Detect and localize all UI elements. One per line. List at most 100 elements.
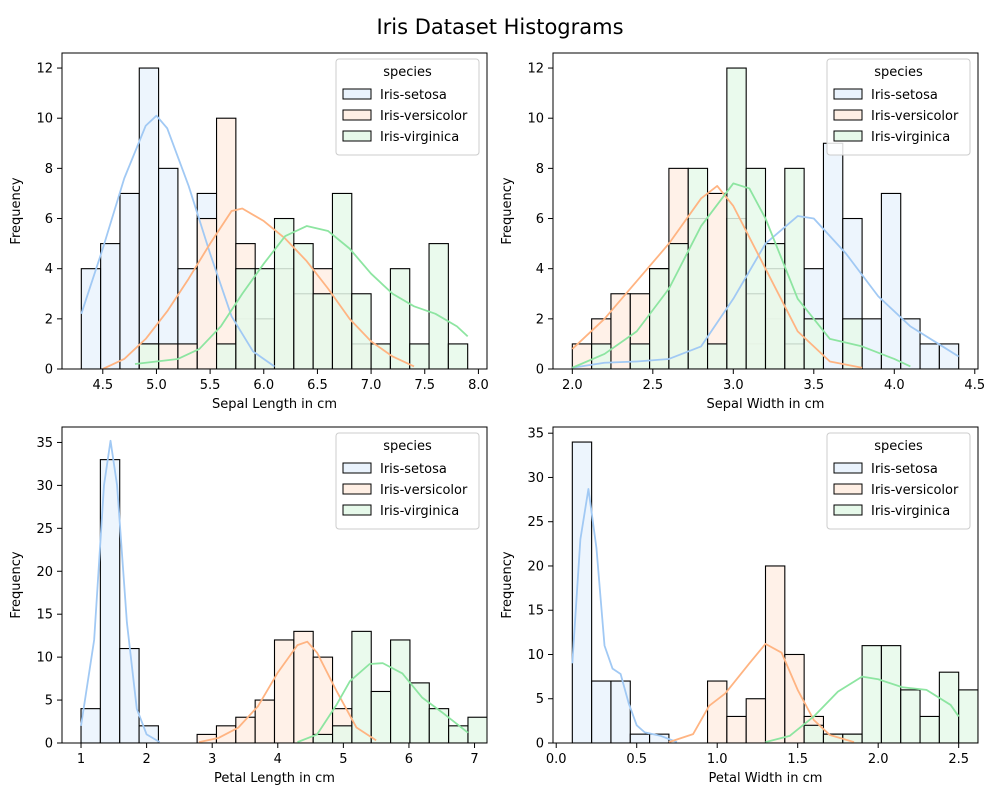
plot-area: [80, 67, 469, 369]
x-axis-label: Sepal Length in cm: [212, 397, 337, 412]
x-tick-label: 2.0: [562, 378, 583, 393]
kde-line-Iris-virginica: [571, 182, 911, 369]
bar: [158, 167, 179, 369]
y-tick-label: 0: [536, 363, 544, 378]
y-tick-label: 20: [36, 565, 53, 580]
y-axis-label: Frequency: [9, 551, 24, 618]
subplot-2: 2.0 2.5 3.0 3.5 4.0 4.5 Sepal Width in cm 0 2 4 6 8…: [500, 52, 985, 412]
x-tick-label: 0.5: [626, 752, 647, 767]
bar: [745, 167, 767, 369]
bar: [591, 343, 612, 369]
legend-entry: Iris-virginica: [380, 504, 459, 519]
y-tick-label: 5: [536, 692, 544, 707]
y-tick-label: 10: [36, 651, 53, 666]
y-tick-label: 15: [527, 604, 544, 619]
subplot-1: 4.5 5.0 5.5 6.0 6.5 7.0 7.5 8.0 Sepal Length in …: [9, 52, 489, 412]
bar: [119, 192, 140, 369]
y-tick-label: 35: [527, 427, 544, 442]
y-axis-label: Frequency: [9, 177, 24, 244]
bar: [784, 167, 805, 369]
bar: [649, 268, 670, 369]
bar: [726, 715, 747, 743]
legend-swatch: [833, 109, 863, 121]
legend-box: [335, 58, 480, 156]
bar: [861, 318, 882, 369]
plot-area: [571, 441, 978, 743]
legend: species Iris-setosa Iris-versicolor Iris-vi…: [335, 432, 480, 530]
bar: [215, 117, 237, 369]
bar: [293, 630, 314, 743]
x-tick-label: 5.5: [200, 378, 221, 393]
bar: [158, 343, 179, 369]
legend-swatch: [342, 462, 372, 474]
bar: [900, 689, 921, 743]
series-Iris-virginica: [591, 67, 863, 369]
legend-swatch: [342, 109, 372, 121]
x-tick-label: 2.5: [642, 378, 663, 393]
y-tick-label: 0: [536, 737, 544, 752]
kde-line-Iris-setosa: [80, 114, 276, 368]
bar: [764, 243, 786, 369]
bar: [215, 343, 237, 369]
x-tick-label: 1.5: [787, 752, 808, 767]
y-tick-label: 10: [527, 112, 544, 127]
y-tick-label: 8: [536, 162, 544, 177]
y-axis: 0 5 10 15 20 25 30 35 Frequency: [500, 427, 553, 752]
legend-entry: Iris-versicolor: [871, 483, 959, 498]
bar: [428, 243, 449, 369]
bar: [610, 680, 631, 743]
x-tick-label: 4: [274, 752, 282, 767]
y-tick-label: 4: [45, 262, 53, 277]
y-tick-label: 5: [45, 694, 53, 709]
bar: [331, 192, 353, 369]
y-tick-label: 25: [36, 522, 53, 537]
x-tick-label: 1.0: [707, 752, 728, 767]
x-tick-label: 3: [208, 752, 216, 767]
bar: [100, 243, 121, 369]
y-tick-label: 0: [45, 737, 53, 752]
legend-swatch: [833, 130, 863, 142]
y-tick-label: 30: [36, 479, 53, 494]
kde-line-Iris-virginica: [765, 675, 960, 743]
bar: [861, 645, 882, 743]
y-axis-label: Frequency: [500, 551, 515, 618]
legend-title: species: [874, 439, 923, 454]
y-tick-label: 20: [527, 559, 544, 574]
bar: [919, 343, 940, 369]
legend-swatch: [342, 88, 372, 100]
kde-line-Iris-versicolor: [198, 640, 377, 743]
y-tick-label: 0: [45, 363, 53, 378]
y-tick-label: 2: [536, 312, 544, 327]
series-Iris-virginica: [803, 645, 978, 743]
x-tick-label: 7: [470, 752, 478, 767]
bar: [668, 243, 689, 369]
legend-box: [335, 432, 480, 530]
kde-line-Iris-versicolor: [571, 185, 863, 369]
y-tick-label: 12: [36, 62, 53, 77]
y-axis: 0 5 10 15 20 25 30 35 Frequency: [9, 436, 62, 752]
kde-line-Iris-virginica: [134, 225, 469, 365]
legend-swatch: [833, 462, 863, 474]
axes-frame: [61, 426, 488, 744]
bar: [312, 656, 334, 743]
x-tick-label: 6.5: [307, 378, 328, 393]
series-Iris-setosa: [571, 441, 670, 743]
axes-frame: [552, 426, 979, 744]
legend-entry: Iris-setosa: [871, 462, 938, 477]
bar: [331, 725, 353, 743]
bar: [99, 459, 121, 743]
y-tick-label: 30: [527, 471, 544, 486]
legend-title: species: [383, 65, 432, 80]
x-tick-label: 5.0: [146, 378, 167, 393]
bar: [629, 733, 651, 743]
legend-swatch: [342, 483, 372, 495]
x-tick-label: 8.0: [468, 378, 489, 393]
series-Iris-versicolor: [706, 565, 863, 743]
bar: [784, 653, 805, 743]
legend: species Iris-setosa Iris-versicolor Iris-vi…: [826, 432, 971, 530]
bar: [591, 680, 612, 743]
subplot-3: 1 2 3 4 5 6 7 Petal Length in cm 0 5 10 15 20 25 30 35 F…: [9, 426, 488, 786]
bar: [687, 167, 709, 369]
x-axis-label: Sepal Width in cm: [707, 397, 825, 412]
